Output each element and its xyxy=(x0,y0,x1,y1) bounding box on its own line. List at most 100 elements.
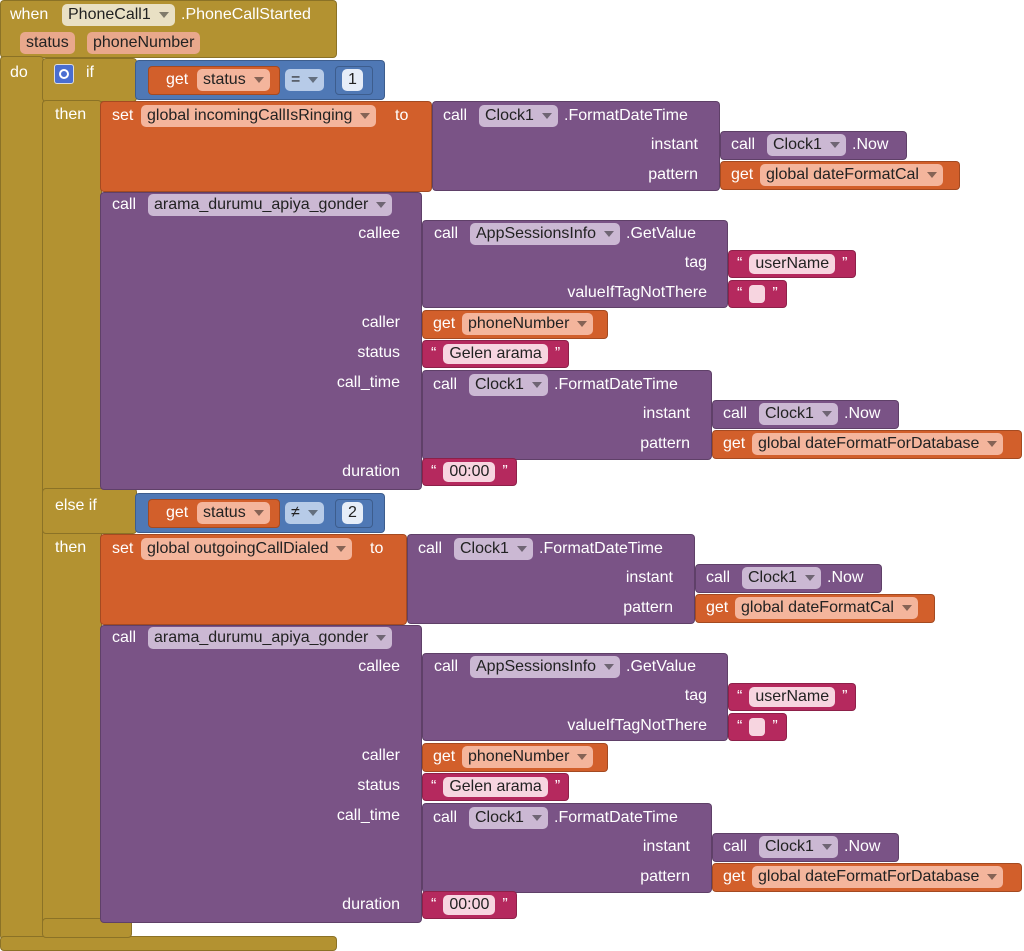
event-name: .PhoneCallStarted xyxy=(181,6,311,23)
socket-label: pattern xyxy=(623,599,673,616)
socket-label: pattern xyxy=(648,166,698,183)
component-dropdown[interactable]: Clock1 xyxy=(454,538,533,560)
dropdown-arrow xyxy=(901,605,912,611)
then-keyword: then xyxy=(55,539,87,556)
dropdown-arrow xyxy=(531,815,542,821)
parameter-chip-text: status xyxy=(26,34,69,51)
component-dropdown[interactable]: Clock1 xyxy=(759,836,838,858)
component-dropdown[interactable]: Clock1 xyxy=(767,134,846,156)
variable-dropdown-text: phoneNumber xyxy=(468,315,570,332)
operator-dropdown[interactable]: ≠ xyxy=(285,502,324,524)
procedure-dropdown[interactable]: arama_durumu_apiya_gonder xyxy=(148,194,393,216)
do-keyword: do xyxy=(10,64,28,81)
get-keyword: get xyxy=(723,868,746,885)
procedure-dropdown[interactable]: arama_durumu_apiya_gonder xyxy=(148,627,393,649)
component-dropdown[interactable]: AppSessionsInfo xyxy=(470,656,621,678)
method-name: .Now xyxy=(844,838,881,855)
string-value: Gelen arama xyxy=(443,344,548,364)
variable-dropdown[interactable]: global incomingCallIsRinging xyxy=(141,105,377,127)
variable-dropdown[interactable]: global outgoingCallDialed xyxy=(141,538,353,560)
to-keyword: to xyxy=(370,540,384,557)
dropdown-arrow xyxy=(987,441,998,447)
get-keyword: get xyxy=(731,166,754,183)
argument-label: callee xyxy=(358,225,400,242)
close-quote: ” xyxy=(842,255,848,272)
variable-dropdown[interactable]: global dateFormatForDatabase xyxy=(752,433,1004,455)
variable-dropdown[interactable]: status xyxy=(197,502,270,524)
text-block: “ Gelen arama ” xyxy=(422,773,570,801)
dropdown-arrow xyxy=(158,12,169,18)
component-dropdown[interactable]: Clock1 xyxy=(469,807,548,829)
open-quote: “ xyxy=(737,688,743,705)
parameter-chip: status xyxy=(20,32,75,54)
procedure-call-block xyxy=(100,192,422,490)
variable-dropdown[interactable]: global dateFormatForDatabase xyxy=(752,866,1004,888)
variable-dropdown[interactable]: phoneNumber xyxy=(462,313,594,335)
dropdown-arrow xyxy=(821,844,832,850)
call-keyword: call xyxy=(434,225,459,242)
variable-dropdown-text: global dateFormatCal xyxy=(741,599,894,616)
dropdown-arrow xyxy=(307,510,318,516)
component-dropdown[interactable]: Clock1 xyxy=(469,374,548,396)
if-keyword: else if xyxy=(55,497,97,514)
component-dropdown[interactable]: Clock1 xyxy=(759,403,838,425)
variable-dropdown[interactable]: status xyxy=(197,69,270,91)
set-keyword: set xyxy=(112,540,134,557)
then-keyword: then xyxy=(55,106,87,123)
when-keyword: when xyxy=(10,6,49,23)
get-keyword: get xyxy=(166,504,189,521)
open-quote: “ xyxy=(431,896,437,913)
if-keyword: if xyxy=(86,64,94,81)
method-name: .GetValue xyxy=(626,658,696,675)
component-dropdown[interactable]: PhoneCall1 xyxy=(62,4,175,26)
variable-dropdown[interactable]: phoneNumber xyxy=(462,746,594,768)
call-keyword: call xyxy=(433,376,458,393)
argument-label: call_time xyxy=(336,374,400,391)
method-name: .Now xyxy=(844,405,881,422)
component-dropdown-text: Clock1 xyxy=(475,809,524,826)
dropdown-arrow xyxy=(308,77,319,83)
variable-dropdown-text: global outgoingCallDialed xyxy=(147,540,329,557)
dropdown-arrow xyxy=(577,321,588,327)
number-field-text: 2 xyxy=(348,504,357,521)
number-field: 2 xyxy=(342,502,363,524)
dropdown-arrow xyxy=(821,411,832,417)
socket-label: pattern xyxy=(640,868,690,885)
close-quote: ” xyxy=(842,688,848,705)
operator-dropdown[interactable]: = xyxy=(285,69,325,91)
argument-label: duration xyxy=(342,896,400,913)
component-dropdown[interactable]: Clock1 xyxy=(479,105,558,127)
component-dropdown[interactable]: AppSessionsInfo xyxy=(470,223,621,245)
open-quote: “ xyxy=(737,718,743,735)
call-keyword: call xyxy=(418,540,443,557)
method-name: .FormatDateTime xyxy=(564,107,688,124)
dropdown-arrow xyxy=(253,510,264,516)
empty-string xyxy=(749,285,766,303)
call-keyword: call xyxy=(723,838,748,855)
mutator-gear[interactable] xyxy=(54,64,74,84)
text-block: “ 00:00 ” xyxy=(422,891,517,919)
dropdown-arrow xyxy=(926,172,937,178)
close-quote: ” xyxy=(554,345,561,362)
empty-string xyxy=(749,718,766,736)
event-arm xyxy=(0,56,44,940)
socket-label: instant xyxy=(642,838,690,855)
component-dropdown-text: PhoneCall1 xyxy=(68,6,151,23)
close-quote: ” xyxy=(772,718,778,735)
socket-label: instant xyxy=(625,569,673,586)
component-dropdown[interactable]: Clock1 xyxy=(742,567,821,589)
component-dropdown-text: Clock1 xyxy=(765,838,814,855)
procedure-dropdown-text: arama_durumu_apiya_gonder xyxy=(154,629,369,646)
method-name: .FormatDateTime xyxy=(554,376,678,393)
variable-dropdown-text: status xyxy=(203,504,246,521)
parameter-chip-text: phoneNumber xyxy=(93,34,195,51)
socket-label: valueIfTagNotThere xyxy=(567,717,707,734)
variable-dropdown[interactable]: global dateFormatCal xyxy=(760,164,943,186)
socket-label: tag xyxy=(684,254,707,271)
close-quote: ” xyxy=(554,778,561,795)
open-quote: “ xyxy=(431,463,437,480)
call-keyword: call xyxy=(112,196,137,213)
variable-dropdown[interactable]: global dateFormatCal xyxy=(735,597,918,619)
dropdown-arrow xyxy=(987,874,998,880)
